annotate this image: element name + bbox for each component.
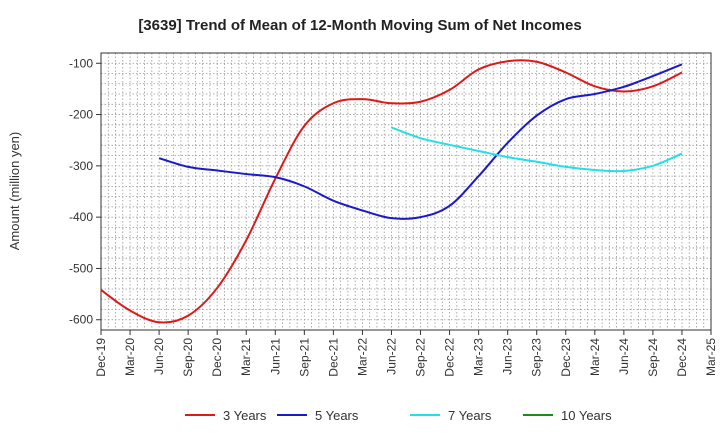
x-tick-label: Jun-24 (617, 338, 631, 375)
x-tick-label: Sep-21 (297, 338, 311, 377)
x-tick-label: Jun-22 (384, 338, 398, 375)
x-tick-label: Dec-21 (326, 338, 340, 377)
x-tick-label: Mar-22 (355, 338, 369, 376)
x-tick-label: Dec-22 (443, 338, 457, 377)
x-tick-label: Mar-21 (239, 338, 253, 376)
y-tick-label: -500 (69, 261, 93, 275)
x-tick-label: Sep-22 (414, 338, 428, 377)
x-tick-label: Mar-25 (704, 338, 718, 376)
x-axis-ticks: Dec-19 Mar-20 Jun-20 Sep-20 Dec-20 Mar-21 Jun-… (94, 330, 718, 377)
x-tick-label: Dec-20 (210, 338, 224, 377)
x-tick-label: Mar-24 (588, 338, 602, 376)
y-tick-label: -300 (69, 159, 93, 173)
y-tick-label: -400 (69, 210, 93, 224)
grid (100, 53, 711, 330)
x-tick-label: Sep-24 (646, 338, 660, 377)
legend: 3 Years 5 Years 7 Years 10 Years (185, 408, 612, 423)
legend-label-5-years: 5 Years (315, 408, 359, 423)
y-axis-ticks: -100 -200 -300 -400 -500 -600 (69, 56, 101, 327)
y-tick-label: -100 (69, 56, 93, 70)
plot-frame (100, 52, 712, 331)
x-tick-label: Mar-23 (472, 338, 486, 376)
x-tick-label: Jun-23 (501, 338, 515, 375)
x-tick-label: Dec-23 (559, 338, 573, 377)
series-line-3-years (100, 59, 683, 324)
series-line-5-years (158, 63, 683, 220)
legend-label-7-years: 7 Years (448, 408, 492, 423)
chart-title: [3639] Trend of Mean of 12-Month Moving … (138, 17, 581, 34)
series-line-7-years (391, 126, 683, 173)
y-tick-label: -200 (69, 108, 93, 122)
x-tick-label: Mar-20 (123, 338, 137, 376)
y-tick-label: -600 (69, 313, 93, 327)
x-tick-label: Jun-20 (152, 338, 166, 375)
legend-label-10-years: 10 Years (561, 408, 612, 423)
x-tick-label: Dec-19 (94, 338, 108, 377)
x-tick-label: Jun-21 (268, 338, 282, 375)
x-tick-label: Dec-24 (675, 338, 689, 377)
legend-label-3-years: 3 Years (223, 408, 267, 423)
series-lines (100, 59, 683, 324)
x-tick-label: Sep-20 (181, 338, 195, 377)
y-axis-label: Amount (million yen) (7, 132, 22, 251)
x-tick-label: Sep-23 (530, 338, 544, 377)
